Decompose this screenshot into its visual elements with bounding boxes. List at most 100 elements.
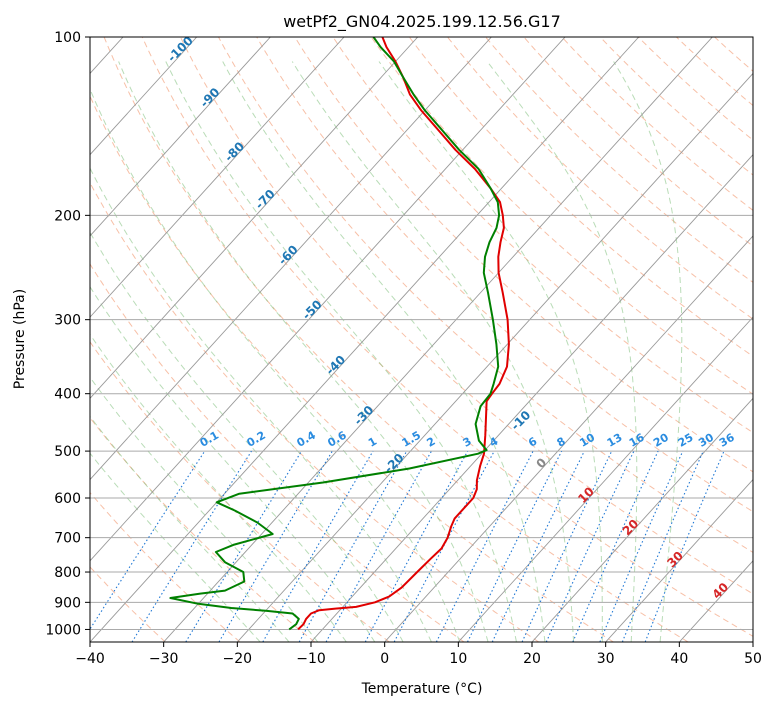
- mixing-ratio-line: [599, 450, 684, 642]
- moist-adiabat-line: [378, 61, 603, 642]
- isotherm-line: [752, 641, 753, 642]
- moist-adiabat-line: [486, 61, 638, 642]
- mixing-ratio-label: 0.4: [295, 429, 319, 450]
- dry-adiabat-line: [90, 94, 614, 642]
- dry-adiabat-line: [713, 37, 753, 72]
- moist-adiabat-line: [90, 333, 347, 642]
- moist-adiabat-line: [90, 231, 404, 642]
- moist-adiabat-line: [90, 87, 461, 642]
- mixing-ratio-label: 1: [366, 435, 379, 450]
- y-axis-title: Pressure (hPa): [12, 289, 28, 389]
- mixing-ratio-line: [262, 450, 374, 642]
- mixing-ratio-line: [435, 450, 534, 642]
- moist-adiabat-line: [118, 61, 489, 642]
- isotherm-label: -90: [197, 85, 222, 110]
- moist-adiabat-line: [613, 61, 683, 642]
- dry-adiabat-line: [90, 263, 465, 642]
- isotherm-label: -10: [508, 408, 533, 433]
- dry-adiabat-line: [256, 37, 753, 513]
- mixing-ratio-line: [644, 450, 725, 642]
- mixing-ratio-label: 25: [676, 431, 696, 450]
- dry-adiabat-line: [637, 37, 753, 141]
- isotherm-line: [310, 154, 753, 642]
- dry-adiabat-line: [90, 181, 540, 642]
- isotherm-label: -60: [276, 242, 301, 267]
- mixing-ratio-line: [572, 450, 659, 642]
- mixing-ratio-line: [131, 450, 252, 642]
- dry-adiabat-line: [561, 37, 753, 211]
- isotherm-line: [90, 37, 492, 481]
- mixing-ratio-label: 36: [717, 431, 737, 450]
- y-tick-label: 500: [54, 444, 81, 460]
- isotherm-label: -70: [253, 187, 278, 212]
- mixing-ratio-line: [621, 450, 704, 642]
- y-tick-label: 400: [54, 387, 81, 403]
- y-tick-label: 800: [54, 565, 81, 581]
- x-tick-label: −40: [75, 651, 105, 667]
- mixing-ratio-label: 0.2: [245, 429, 268, 450]
- isotherm-line: [163, 37, 713, 642]
- isotherm-line: [237, 72, 753, 642]
- moist-adiabat-line: [90, 452, 261, 642]
- y-tick-label: 200: [54, 208, 81, 224]
- chart-title: wetPf2_GN04.2025.199.12.56.G17: [283, 12, 561, 32]
- isotherm-line: [531, 397, 753, 642]
- isotherm-label: -50: [300, 297, 325, 322]
- isotherm-line: [90, 37, 419, 400]
- isotherm-line: [90, 37, 271, 237]
- isotherm-line: [90, 37, 198, 156]
- isotherm-line: [90, 37, 345, 318]
- dry-adiabat-line: [751, 37, 753, 38]
- mixing-ratio-line: [185, 450, 302, 642]
- isotherm-label: -30: [351, 403, 376, 428]
- mixing-ratio-line: [393, 450, 495, 642]
- isotherm-line: [90, 37, 640, 642]
- isotherm-label: -100: [165, 34, 196, 65]
- mixing-ratio-line: [491, 450, 585, 642]
- x-tick-label: 0: [380, 651, 389, 667]
- x-tick-label: 20: [523, 651, 541, 667]
- x-tick-label: 10: [449, 651, 467, 667]
- moist-adiabat-line: [90, 415, 290, 642]
- dry-adiabat-line: [90, 566, 166, 642]
- mixing-ratio-label: 16: [627, 431, 647, 450]
- moist-adiabat-line: [291, 61, 575, 642]
- mixing-ratio-label: 4: [487, 434, 500, 449]
- mixing-ratio-label: 30: [696, 431, 716, 450]
- isotherm-label: 0: [533, 455, 549, 471]
- mixing-ratio-line: [545, 450, 635, 642]
- isotherm-line: [605, 478, 753, 642]
- dry-adiabat-line: [90, 491, 241, 642]
- dry-adiabat-line: [332, 37, 753, 434]
- y-tick-label: 1000: [45, 622, 81, 638]
- moist-adiabat-line: [222, 61, 546, 642]
- isotherm-label: -40: [323, 353, 348, 378]
- plot-area: 0.1 0.2 0.4 0.6 1 1.5 2 3 4 6 8 10 13 16 20 25 30 36-100-…: [90, 34, 753, 642]
- moist-adiabat-line: [165, 61, 517, 642]
- x-axis-title: Temperature (°C): [361, 681, 483, 697]
- y-tick-label: 700: [54, 531, 81, 547]
- x-tick-label: −20: [223, 651, 253, 667]
- isotherm-label: 10: [575, 484, 597, 506]
- x-tick-label: 40: [670, 651, 688, 667]
- mixing-ratio-label: 0.6: [325, 429, 349, 450]
- mixing-ratio-label: 1.5: [400, 429, 423, 450]
- dry-adiabat-line: [408, 37, 753, 357]
- axes: −40 −30 −20 −10 0 10 20 30 40 5010020030040050060…: [45, 30, 762, 667]
- isotherm-label: 40: [710, 580, 732, 602]
- moist-adiabat-line: [90, 376, 319, 642]
- isotherm-line: [384, 235, 753, 642]
- mixing-ratio-line: [90, 450, 206, 631]
- mixing-ratio-label: 3: [461, 435, 474, 450]
- dry-adiabat-line: [675, 37, 753, 107]
- mixing-ratio-label: 6: [526, 434, 539, 449]
- temperature-profile-line: [297, 37, 510, 631]
- isotherm-line: [678, 560, 753, 642]
- plot-frame: [89, 36, 754, 643]
- dry-adiabat-line: [484, 37, 753, 283]
- mixing-ratio-line: [521, 450, 613, 642]
- y-tick-label: 900: [54, 595, 81, 611]
- mixing-ratio-label: 20: [651, 431, 671, 450]
- dewpoint-profile-line: [169, 37, 501, 631]
